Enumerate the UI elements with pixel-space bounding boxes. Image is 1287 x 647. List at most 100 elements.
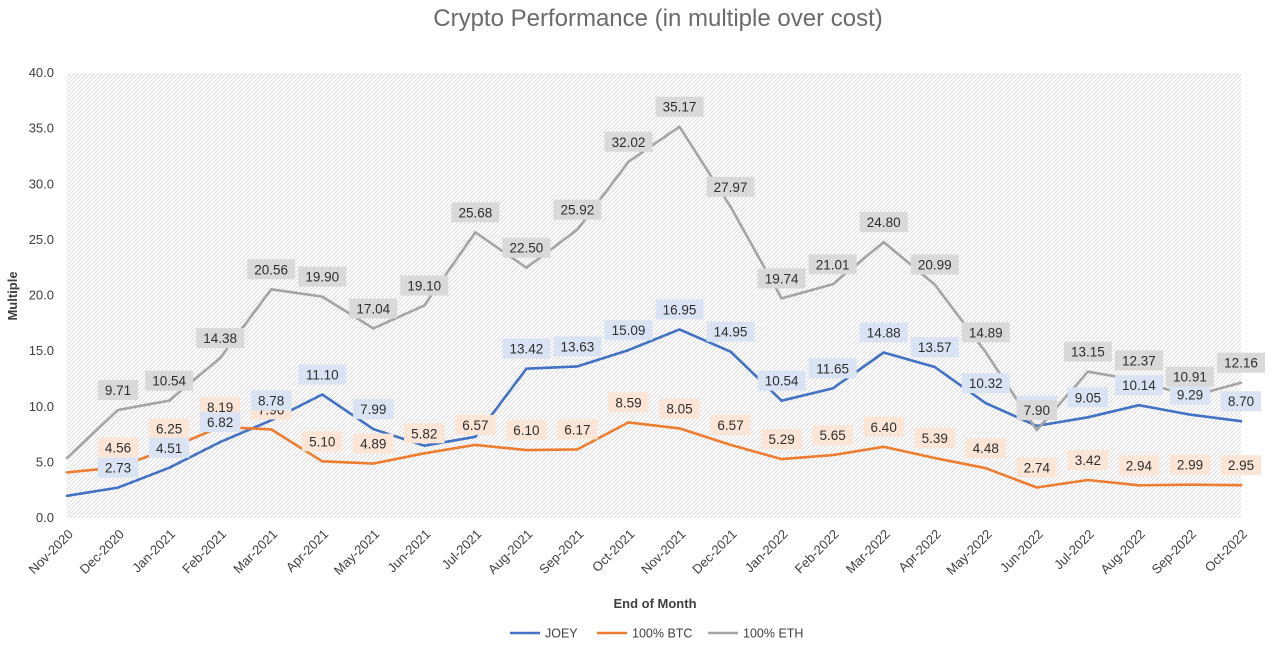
- data-label: 7.99: [360, 402, 386, 417]
- plot-area: [67, 73, 1241, 518]
- data-label-box: [1067, 387, 1109, 408]
- data-label: 3.42: [1075, 453, 1101, 468]
- chart-title: Crypto Performance (in multiple over cos…: [433, 5, 882, 32]
- data-label: 17.04: [356, 301, 390, 316]
- data-label-box: [1118, 455, 1160, 476]
- data-label-box: [659, 398, 700, 419]
- data-label: 10.54: [152, 374, 186, 389]
- data-label-box: [302, 431, 343, 452]
- data-label: 7.90: [1024, 403, 1050, 418]
- x-tick-label: Jan-2021: [129, 526, 178, 575]
- legend-label: JOEY: [545, 627, 578, 641]
- data-label: 12.16: [1224, 356, 1258, 371]
- data-label-box: [604, 320, 653, 341]
- data-label-box: [451, 202, 500, 223]
- data-label: 16.95: [663, 302, 697, 317]
- x-tick-label: Feb-2022: [792, 526, 842, 576]
- data-label: 12.37: [1122, 353, 1156, 368]
- legend: JOEY 100% BTC 100% ETH: [510, 627, 803, 641]
- data-label-box: [761, 429, 802, 450]
- data-label-box: [353, 399, 394, 420]
- data-label-box: [97, 379, 139, 400]
- series-line: [65, 421, 1243, 489]
- series-line: [65, 125, 1243, 460]
- x-tick-label: Jul-2022: [1051, 526, 1097, 572]
- series-line: [65, 328, 1243, 498]
- data-label: 27.97: [714, 180, 748, 195]
- data-label-box: [349, 298, 398, 319]
- x-tick-label: Aug-2021: [485, 526, 535, 576]
- x-axis: Nov-2020 Dec-2020 Jan-2021 Feb-2021 Mar-2021…: [26, 526, 1250, 577]
- data-label: 4.56: [105, 440, 131, 455]
- data-label: 2.94: [1126, 458, 1153, 473]
- data-label: 8.19: [207, 400, 233, 415]
- data-label-box: [404, 423, 445, 444]
- data-label-box: [298, 364, 347, 385]
- data-label: 8.70: [1228, 394, 1254, 409]
- data-label-box: [808, 254, 857, 275]
- data-label-box: [400, 275, 449, 296]
- data-label: 2.99: [1177, 458, 1203, 473]
- y-tick-label: 10.0: [29, 399, 54, 414]
- data-label-box: [145, 370, 194, 391]
- x-tick-label: Dec-2021: [689, 526, 739, 576]
- data-label-box: [961, 373, 1010, 394]
- data-label-box: [557, 419, 598, 440]
- data-label-box: [710, 414, 751, 435]
- data-label-box: [812, 425, 853, 446]
- data-label: 14.38: [203, 331, 237, 346]
- data-label-box: [655, 299, 704, 320]
- data-label: 2.95: [1228, 458, 1254, 473]
- data-label: 8.78: [258, 393, 284, 408]
- y-tick-label: 0.0: [36, 510, 54, 525]
- data-label-box: [1165, 366, 1214, 387]
- x-tick-label: May-2021: [331, 526, 382, 577]
- data-label: 5.65: [820, 428, 846, 443]
- data-label: 24.80: [867, 215, 901, 230]
- series-lines: [65, 125, 1243, 498]
- x-tick-label: Sep-2021: [536, 526, 586, 576]
- data-label-box: [863, 416, 904, 437]
- y-axis-title: Multiple: [5, 271, 20, 320]
- data-label: 2.74: [1024, 461, 1051, 476]
- x-tick-label: Jul-2021: [438, 526, 484, 572]
- x-tick-label: Jun-2021: [384, 526, 433, 575]
- data-label-box: [502, 338, 551, 359]
- data-label: 14.89: [969, 325, 1003, 340]
- data-label: 13.15: [1071, 345, 1105, 360]
- data-label-box: [1169, 384, 1211, 405]
- y-tick-label: 25.0: [29, 232, 54, 247]
- data-label: 8.59: [615, 395, 641, 410]
- data-label: 5.29: [768, 432, 794, 447]
- data-label-box: [553, 199, 602, 220]
- data-label-box: [199, 396, 241, 417]
- data-label-box: [199, 412, 241, 433]
- data-label-box: [1220, 455, 1262, 476]
- x-tick-label: Oct-2021: [589, 526, 637, 574]
- data-label-box: [608, 392, 649, 413]
- data-label: 21.01: [816, 257, 850, 272]
- data-label-box: [965, 438, 1006, 459]
- data-label: 35.17: [663, 100, 697, 115]
- y-tick-label: 30.0: [29, 176, 54, 191]
- data-label-box: [247, 259, 296, 280]
- x-axis-title: End of Month: [613, 596, 696, 611]
- data-label: 5.39: [922, 431, 948, 446]
- data-label: 32.02: [612, 135, 646, 150]
- x-tick-label: Jun-2022: [997, 526, 1046, 575]
- data-label-box: [455, 414, 496, 435]
- data-label-box: [910, 254, 959, 275]
- data-label: 11.10: [306, 368, 339, 383]
- x-tick-label: Nov-2021: [638, 526, 688, 576]
- data-label-box: [196, 328, 245, 349]
- data-label: 14.88: [867, 325, 901, 340]
- data-label-box: [859, 322, 908, 343]
- data-label: 9.71: [105, 383, 131, 398]
- x-tick-label: Dec-2020: [77, 526, 127, 576]
- data-label-box: [757, 370, 806, 391]
- data-label-box: [808, 358, 857, 379]
- legend-label: 100% BTC: [632, 627, 692, 641]
- data-label: 6.17: [564, 422, 590, 437]
